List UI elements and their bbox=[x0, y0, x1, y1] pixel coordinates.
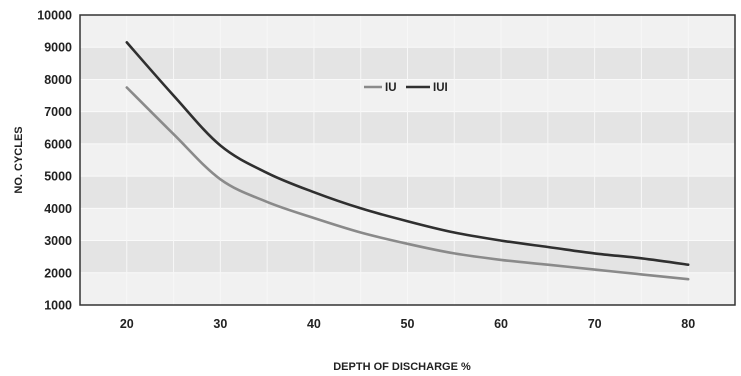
y-tick-label: 1000 bbox=[44, 299, 72, 313]
series-line-iu bbox=[125, 86, 690, 281]
legend: IU IUI bbox=[364, 82, 448, 94]
series-lines bbox=[125, 41, 690, 281]
y-axis-ticks: 1000 2000 3000 4000 5000 6000 7000 8000 9000 1000… bbox=[37, 9, 72, 313]
legend-label-iui: IUI bbox=[433, 82, 448, 94]
series-line-iui bbox=[125, 41, 690, 266]
x-tick-label: 80 bbox=[681, 317, 695, 331]
y-tick-label: 4000 bbox=[44, 202, 72, 216]
x-tick-label: 30 bbox=[213, 317, 227, 331]
y-tick-label: 9000 bbox=[44, 41, 72, 55]
y-tick-label: 6000 bbox=[44, 137, 72, 151]
y-axis-title: NO. CYCLES bbox=[13, 126, 25, 193]
plot-frame bbox=[79, 14, 736, 306]
x-tick-label: 50 bbox=[401, 317, 415, 331]
x-axis-ticks: 20 30 40 50 60 70 80 bbox=[120, 317, 695, 331]
grid-bands bbox=[80, 15, 735, 306]
legend-label-iu: IU bbox=[385, 82, 397, 94]
y-tick-label: 5000 bbox=[44, 170, 72, 184]
x-tick-label: 40 bbox=[307, 317, 321, 331]
y-tick-label: 2000 bbox=[44, 266, 72, 280]
y-tick-label: 8000 bbox=[44, 73, 72, 87]
x-tick-label: 70 bbox=[588, 317, 602, 331]
x-tick-label: 60 bbox=[494, 317, 508, 331]
y-tick-label: 3000 bbox=[44, 234, 72, 248]
x-axis-title: DEPTH OF DISCHARGE % bbox=[333, 361, 471, 373]
y-tick-label: 10000 bbox=[37, 9, 72, 23]
x-tick-label: 20 bbox=[120, 317, 134, 331]
y-tick-label: 7000 bbox=[44, 105, 72, 119]
